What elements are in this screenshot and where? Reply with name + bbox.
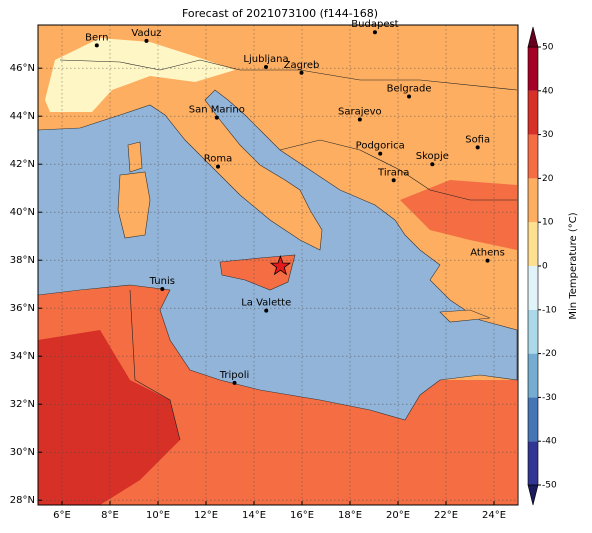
y-tick-label: 44°N: [10, 111, 35, 122]
colorbar-segment: [528, 266, 538, 310]
city-label: Tirana: [377, 167, 409, 178]
colorbar-tick-label: -30: [542, 393, 557, 403]
city-dot: [232, 380, 237, 385]
city-dot: [372, 30, 377, 35]
city-dot: [216, 164, 220, 169]
colorbar-segment: [528, 309, 538, 354]
border: [279, 139, 517, 201]
border: [59, 59, 518, 91]
colorbar-segment: [528, 134, 538, 179]
colorbar-extend-top: [527, 26, 539, 48]
x-tick-label: 22°E: [434, 510, 458, 521]
colorbar-tick-label: 50: [542, 43, 554, 53]
x-tick-label: 20°E: [386, 510, 410, 521]
city-dot: [160, 287, 165, 291]
city-label: Vaduz: [131, 28, 161, 39]
city-label: Athens: [470, 248, 505, 259]
city-dot: [214, 115, 219, 120]
city-dot: [378, 151, 383, 156]
colorbar-segment: [528, 47, 538, 91]
city-label: Bern: [85, 32, 108, 43]
x-tick-label: 24°E: [482, 510, 506, 521]
city-dot: [430, 162, 435, 167]
colorbar-tick-label: -50: [542, 481, 557, 491]
title: Forecast of 2021073100 (f144-168): [182, 7, 378, 20]
x-tick-label: 12°E: [194, 510, 218, 521]
y-tick-label: 28°N: [10, 495, 35, 506]
colorbar-tick-label: -20: [542, 349, 557, 359]
city-dot: [357, 117, 362, 122]
city-label: Tunis: [149, 276, 175, 287]
city-label: Zagreb: [284, 60, 320, 71]
x-tick-label: 16°E: [290, 510, 314, 521]
alps-region: [45, 38, 235, 112]
city-dot: [144, 38, 149, 43]
colorbar-tick-label: 0: [542, 262, 548, 272]
y-tick-label: 32°N: [10, 399, 35, 410]
y-tick-label: 36°N: [10, 303, 35, 314]
colorbar-label: Min Temperature (°C): [568, 212, 579, 319]
colorbar-tick-label: -40: [542, 437, 557, 447]
city-label: Sarajevo: [338, 107, 382, 118]
city-dot: [391, 178, 396, 183]
map-area: [38, 25, 518, 505]
crete: [439, 309, 491, 323]
colorbar-tick-label: 40: [542, 86, 554, 96]
city-label: Podgorica: [356, 141, 405, 152]
city-label: Belgrade: [387, 84, 432, 95]
colorbar-segment: [528, 90, 538, 135]
city-dot: [299, 70, 304, 75]
y-tick-label: 38°N: [10, 255, 35, 266]
x-tick-label: 6°E: [53, 510, 71, 521]
corsica: [127, 141, 143, 173]
city-dot: [475, 145, 480, 150]
sea: [38, 89, 518, 421]
y-tick-label: 42°N: [10, 159, 35, 170]
colorbar-tick-label: 30: [542, 130, 554, 140]
city-label: La Valette: [241, 298, 291, 309]
colorbar-tick-label: 10: [542, 218, 554, 228]
y-tick-label: 46°N: [10, 63, 35, 74]
city-dot: [264, 65, 268, 69]
city-dot: [407, 94, 412, 99]
city-label: Roma: [204, 154, 233, 165]
x-tick-label: 10°E: [146, 510, 170, 521]
city-label: Budapest: [351, 19, 398, 30]
city-label: San Marino: [189, 105, 245, 116]
city-dot: [94, 43, 99, 48]
city-dot: [485, 258, 490, 263]
colorbar-tick-label: -10: [542, 305, 557, 315]
city-label: Ljubljana: [243, 54, 288, 65]
city-dot: [264, 308, 269, 313]
city-label: Skopje: [416, 151, 449, 162]
colorbar-tick-label: 20: [542, 174, 554, 184]
colorbar-segment: [528, 178, 538, 223]
map-frame: [37, 24, 519, 506]
colorbar-segment: [528, 353, 538, 398]
colorbar-segment: [528, 397, 538, 442]
y-tick-label: 34°N: [10, 351, 35, 362]
colorbar-segment: [528, 222, 538, 266]
y-tick-label: 40°N: [10, 207, 35, 218]
border: [129, 289, 181, 441]
sardinia: [117, 171, 151, 239]
x-tick-label: 8°E: [101, 510, 119, 521]
y-tick-label: 30°N: [10, 447, 35, 458]
colorbar-segment: [528, 441, 538, 485]
city-label: Tripoli: [219, 370, 250, 381]
sahara-region: [38, 330, 180, 505]
greece-region: [400, 180, 517, 250]
colorbar-extend-bottom: [527, 484, 539, 506]
city-label: Sofia: [465, 134, 490, 145]
x-tick-label: 14°E: [242, 510, 266, 521]
location-star: [269, 254, 292, 276]
x-tick-label: 18°E: [338, 510, 362, 521]
